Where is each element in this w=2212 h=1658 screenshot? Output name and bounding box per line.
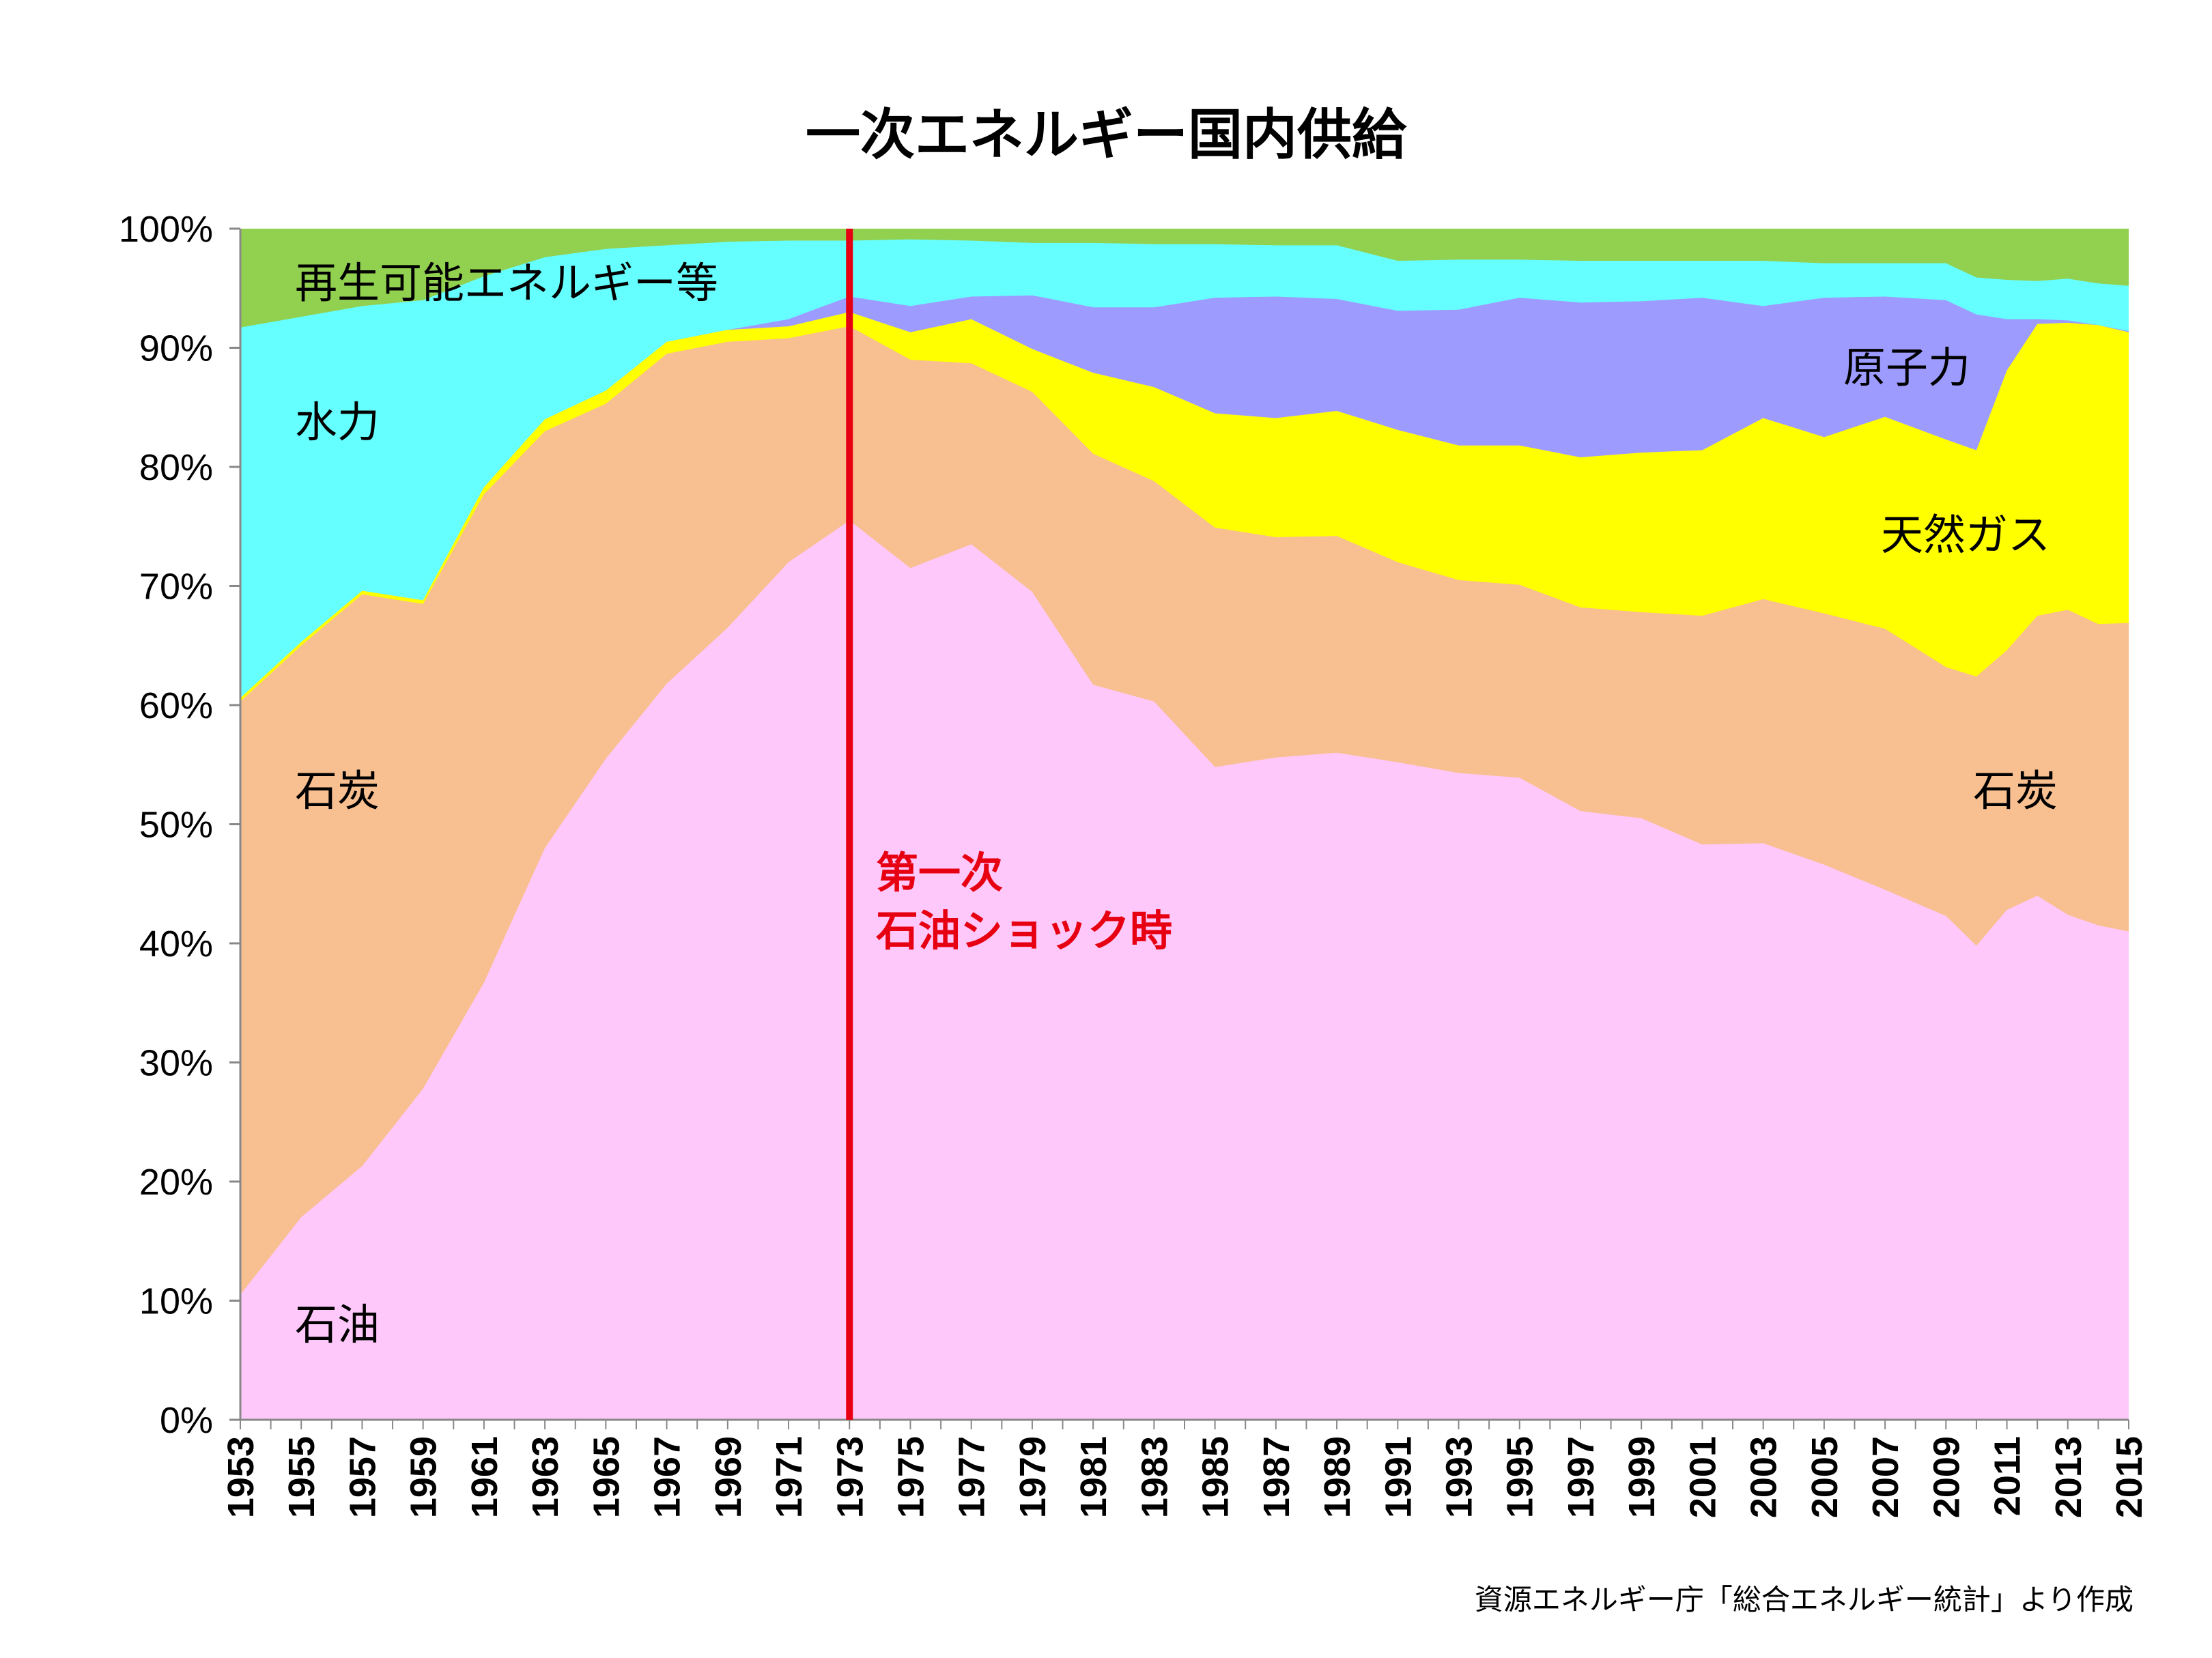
x-tick-label: 1985	[1195, 1436, 1236, 1518]
x-tick-label: 2007	[1865, 1436, 1906, 1518]
x-tick-label: 1965	[586, 1436, 627, 1518]
annotation-line2: 石油ショック時	[876, 906, 1172, 956]
x-tick-label: 1953	[221, 1436, 261, 1518]
label-renewables: 再生可能エネルギー等	[295, 258, 718, 308]
label-nuclear: 原子力	[1843, 343, 1970, 392]
y-tick-label: 70%	[139, 567, 213, 608]
y-tick-label: 20%	[139, 1162, 213, 1203]
x-tick-label: 1975	[890, 1436, 931, 1518]
x-tick-label: 1991	[1378, 1436, 1419, 1518]
y-axis-ticks: 0% 10% 20% 30% 40% 50% 60% 70% 80% 90% 100%	[119, 209, 240, 1441]
y-tick-label: 30%	[139, 1043, 213, 1084]
y-tick-label: 100%	[119, 209, 213, 250]
label-hydro: 水力	[295, 397, 380, 447]
x-tick-label: 2015	[2109, 1436, 2150, 1518]
x-tick-label: 1957	[342, 1436, 383, 1518]
y-tick-label: 90%	[139, 328, 213, 369]
x-tick-label: 1997	[1561, 1436, 1602, 1518]
source-note: 資源エネルギー庁「総合エネルギー統計」より作成	[1475, 1583, 2133, 1616]
area-layers	[240, 229, 2129, 1420]
x-tick-label: 1999	[1621, 1436, 1662, 1518]
x-tick-label: 2009	[1926, 1436, 1967, 1518]
chart-title: 一次エネルギー国内供給	[806, 103, 1407, 167]
x-tick-label: 1973	[830, 1436, 870, 1518]
y-tick-label: 50%	[139, 805, 213, 846]
x-tick-label: 1955	[281, 1436, 322, 1518]
label-gas: 天然ガス	[1881, 510, 2050, 560]
x-tick-label: 2003	[1744, 1436, 1785, 1518]
x-tick-label: 1961	[464, 1436, 505, 1518]
x-tick-label: 1993	[1439, 1436, 1480, 1518]
x-tick-label: 2013	[2048, 1436, 2089, 1518]
x-tick-label: 1971	[769, 1436, 810, 1518]
annotation-line1: 第一次	[876, 848, 1003, 898]
x-tick-label: 1987	[1256, 1436, 1297, 1518]
x-axis-ticks: 1953 1955 1957 1959 1961 1963 1965 1967 1969 1971…	[221, 1420, 2150, 1518]
x-tick-label: 2001	[1682, 1436, 1723, 1518]
x-tick-label: 1977	[952, 1436, 993, 1518]
y-tick-label: 10%	[139, 1281, 213, 1322]
x-tick-label: 1967	[647, 1436, 688, 1518]
x-tick-label: 2005	[1804, 1436, 1845, 1518]
y-tick-label: 60%	[139, 685, 213, 726]
x-tick-label: 1963	[525, 1436, 566, 1518]
x-tick-label: 1981	[1073, 1436, 1114, 1518]
x-tick-label: 1959	[403, 1436, 444, 1518]
x-tick-label: 1979	[1012, 1436, 1053, 1518]
y-tick-label: 40%	[139, 924, 213, 964]
x-tick-label: 1995	[1500, 1436, 1541, 1518]
label-coal-left: 石炭	[295, 766, 380, 816]
x-tick-label: 1983	[1134, 1436, 1175, 1518]
area-oil	[240, 520, 2129, 1420]
x-tick-label: 2011	[1987, 1436, 2028, 1516]
y-tick-label: 0%	[160, 1400, 213, 1441]
x-tick-label: 1969	[708, 1436, 749, 1518]
y-tick-label: 80%	[139, 447, 213, 488]
label-coal-right: 石炭	[1973, 766, 2058, 816]
x-tick-label: 1989	[1317, 1436, 1358, 1518]
label-oil: 石油	[295, 1300, 380, 1349]
